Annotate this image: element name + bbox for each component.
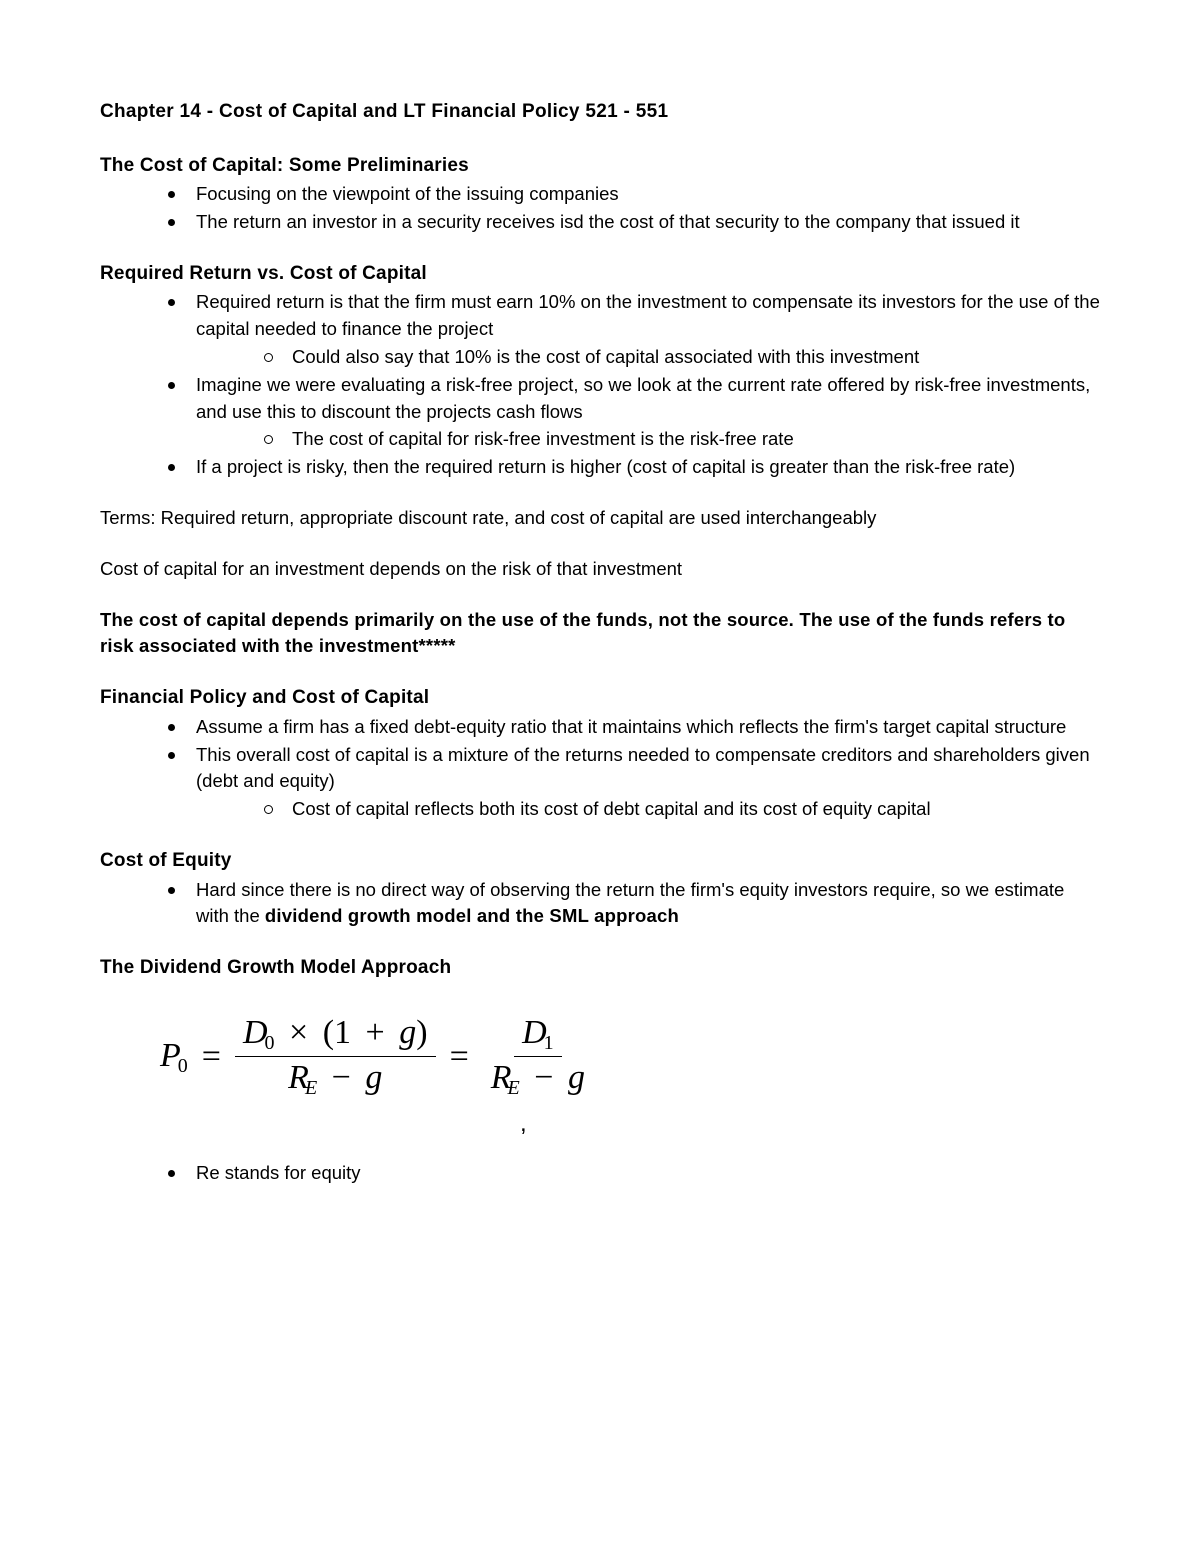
times-sign: × [289, 1014, 308, 1051]
section-heading: Required Return vs. Cost of Capital [100, 260, 1100, 288]
list-item-text: Imagine we were evaluating a risk-free p… [196, 374, 1090, 422]
var-g: g [365, 1059, 382, 1096]
var-g: g [399, 1014, 416, 1051]
list-item: If a project is risky, then the required… [168, 454, 1100, 481]
paragraph-depends-risk: Cost of capital for an investment depend… [100, 556, 1100, 583]
minus-sign: − [332, 1059, 351, 1096]
paragraph-terms: Terms: Required return, appropriate disc… [100, 505, 1100, 532]
trailing-comma: , [520, 1107, 1100, 1142]
section-heading: Financial Policy and Cost of Capital [100, 684, 1100, 712]
list-item: Assume a firm has a fixed debt-equity ra… [168, 714, 1100, 741]
fraction-1: D0 × (1 + g) RE − g [235, 1012, 436, 1101]
var-D: D [243, 1014, 268, 1051]
sub-bullet-list: Cost of capital reflects both its cost o… [196, 796, 1100, 823]
var-D: D [522, 1014, 547, 1051]
list-item: The return an investor in a security rec… [168, 209, 1100, 236]
plus-sign: + [366, 1014, 385, 1051]
section-preliminaries: The Cost of Capital: Some Preliminaries … [100, 152, 1100, 236]
section-cost-of-equity: Cost of Equity Hard since there is no di… [100, 847, 1100, 930]
sub-bullet-list: Could also say that 10% is the cost of c… [196, 344, 1100, 371]
numerator-1: D0 × (1 + g) [235, 1012, 436, 1057]
sub-0: 0 [178, 1055, 188, 1077]
paragraph-bold-use-of-funds: The cost of capital depends primarily on… [100, 607, 1100, 661]
sub-E: E [508, 1077, 520, 1099]
open-paren: (1 [323, 1014, 351, 1051]
minus-sign: − [534, 1059, 553, 1096]
close-paren: ) [416, 1014, 427, 1051]
sub-list-item: The cost of capital for risk-free invest… [264, 426, 1100, 453]
equals-sign: = [450, 1032, 469, 1081]
list-item: Hard since there is no direct way of obs… [168, 877, 1100, 931]
page-title: Chapter 14 - Cost of Capital and LT Fina… [100, 98, 1100, 126]
denominator-2: RE − g [483, 1057, 593, 1101]
sub-list-item: Could also say that 10% is the cost of c… [264, 344, 1100, 371]
bullet-list: Assume a firm has a fixed debt-equity ra… [100, 714, 1100, 823]
list-item: Imagine we were evaluating a risk-free p… [168, 372, 1100, 453]
sub-0: 0 [265, 1032, 275, 1054]
sub-E: E [305, 1077, 317, 1099]
section-financial-policy: Financial Policy and Cost of Capital Ass… [100, 684, 1100, 823]
section-heading: Cost of Equity [100, 847, 1100, 875]
numerator-2: D1 [514, 1012, 562, 1057]
list-item-text: Required return is that the firm must ea… [196, 291, 1100, 339]
sub-1: 1 [544, 1032, 554, 1054]
list-item-text: This overall cost of capital is a mixtur… [196, 744, 1090, 792]
list-item: Required return is that the firm must ea… [168, 289, 1100, 370]
bullet-list: Re stands for equity [100, 1160, 1100, 1187]
section-heading: The Cost of Capital: Some Preliminaries [100, 152, 1100, 180]
equals-sign: = [202, 1032, 221, 1081]
fraction-2: D1 RE − g [483, 1012, 593, 1101]
sub-bullet-list: The cost of capital for risk-free invest… [196, 426, 1100, 453]
list-item: Focusing on the viewpoint of the issuing… [168, 181, 1100, 208]
section-heading-dgm: The Dividend Growth Model Approach [100, 954, 1100, 982]
bullet-list: Focusing on the viewpoint of the issuing… [100, 181, 1100, 236]
formula-equation: P0 = D0 × (1 + g) RE − g = D1 RE − [160, 1012, 593, 1101]
sub-list-item: Cost of capital reflects both its cost o… [264, 796, 1100, 823]
bullet-list: Required return is that the firm must ea… [100, 289, 1100, 481]
denominator-1: RE − g [280, 1057, 390, 1101]
bullet-list: Hard since there is no direct way of obs… [100, 877, 1100, 931]
list-item-bold-tail: dividend growth model and the SML approa… [265, 905, 679, 926]
formula-dividend-growth: P0 = D0 × (1 + g) RE − g = D1 RE − [160, 1012, 1100, 1101]
section-required-return: Required Return vs. Cost of Capital Requ… [100, 260, 1100, 481]
list-item: This overall cost of capital is a mixtur… [168, 742, 1100, 823]
var-g: g [568, 1059, 585, 1096]
formula-lhs: P0 [160, 1031, 188, 1081]
list-item: Re stands for equity [168, 1160, 1100, 1187]
